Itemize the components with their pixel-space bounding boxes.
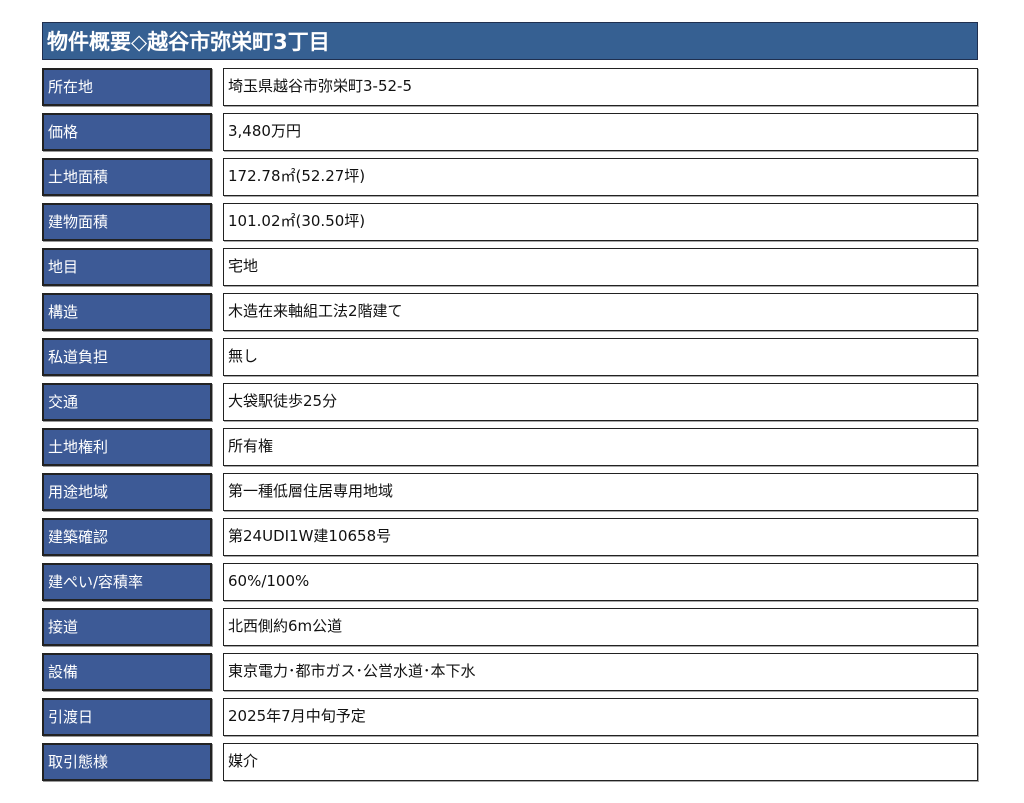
row-label: 構造 xyxy=(42,293,212,331)
row-value: 媒介 xyxy=(223,743,978,781)
row-label: 交通 xyxy=(42,383,212,421)
row-value: 木造在来軸組工法2階建て xyxy=(223,293,978,331)
row-label: 建ぺい/容積率 xyxy=(42,563,212,601)
table-row: 私道負担 無し xyxy=(42,338,978,376)
table-row: 建ぺい/容積率 60%/100% xyxy=(42,563,978,601)
row-value: 大袋駅徒歩25分 xyxy=(223,383,978,421)
row-label: 土地権利 xyxy=(42,428,212,466)
table-row: 交通 大袋駅徒歩25分 xyxy=(42,383,978,421)
row-label: 建物面積 xyxy=(42,203,212,241)
row-label: 設備 xyxy=(42,653,212,691)
row-label: 接道 xyxy=(42,608,212,646)
row-value: 北西側約6m公道 xyxy=(223,608,978,646)
row-value: 3,480万円 xyxy=(223,113,978,151)
table-row: 用途地域 第一種低層住居専用地域 xyxy=(42,473,978,511)
row-label: 地目 xyxy=(42,248,212,286)
table-row: 土地面積 172.78㎡(52.27坪) xyxy=(42,158,978,196)
table-row: 設備 東京電力･都市ガス･公営水道･本下水 xyxy=(42,653,978,691)
page-title: 物件概要◇越谷市弥栄町3丁目 xyxy=(42,22,978,60)
table-row: 土地権利 所有権 xyxy=(42,428,978,466)
row-value: 60%/100% xyxy=(223,563,978,601)
row-value: 所有権 xyxy=(223,428,978,466)
row-label: 引渡日 xyxy=(42,698,212,736)
row-value: 東京電力･都市ガス･公営水道･本下水 xyxy=(223,653,978,691)
row-value: 172.78㎡(52.27坪) xyxy=(223,158,978,196)
row-label: 私道負担 xyxy=(42,338,212,376)
table-row: 所在地 埼玉県越谷市弥栄町3-52-5 xyxy=(42,68,978,106)
row-label: 所在地 xyxy=(42,68,212,106)
row-value: 第一種低層住居専用地域 xyxy=(223,473,978,511)
row-label: 価格 xyxy=(42,113,212,151)
table-row: 地目 宅地 xyxy=(42,248,978,286)
table-row: 建築確認 第24UDI1W建10658号 xyxy=(42,518,978,556)
row-value: 101.02㎡(30.50坪) xyxy=(223,203,978,241)
table-row: 構造 木造在来軸組工法2階建て xyxy=(42,293,978,331)
row-value: 無し xyxy=(223,338,978,376)
row-label: 土地面積 xyxy=(42,158,212,196)
row-value: 2025年7月中旬予定 xyxy=(223,698,978,736)
row-label: 取引態様 xyxy=(42,743,212,781)
table-row: 接道 北西側約6m公道 xyxy=(42,608,978,646)
table-row: 引渡日 2025年7月中旬予定 xyxy=(42,698,978,736)
row-label: 用途地域 xyxy=(42,473,212,511)
row-value: 第24UDI1W建10658号 xyxy=(223,518,978,556)
row-value: 埼玉県越谷市弥栄町3-52-5 xyxy=(223,68,978,106)
row-label: 建築確認 xyxy=(42,518,212,556)
table-row: 取引態様 媒介 xyxy=(42,743,978,781)
table-row: 価格 3,480万円 xyxy=(42,113,978,151)
row-value: 宅地 xyxy=(223,248,978,286)
table-row: 建物面積 101.02㎡(30.50坪) xyxy=(42,203,978,241)
